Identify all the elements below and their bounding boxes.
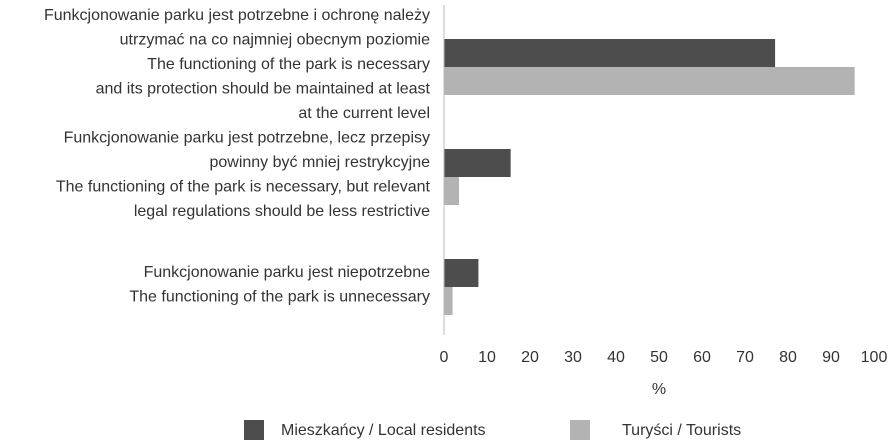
x-tick-label: 60 bbox=[693, 349, 711, 366]
bar bbox=[444, 39, 776, 67]
bar bbox=[444, 259, 479, 287]
category-label: Funkcjonowanie parku jest niepotrzebne bbox=[144, 264, 431, 281]
x-axis-label: % bbox=[652, 381, 666, 398]
category-label: The functioning of the park is necessary… bbox=[56, 178, 431, 195]
bar bbox=[444, 67, 855, 95]
category-label: The functioning of the park is necessary bbox=[147, 56, 430, 73]
bar bbox=[444, 177, 460, 205]
x-tick-label: 70 bbox=[736, 349, 754, 366]
category-label: powinny być mniej restrykcyjne bbox=[209, 154, 430, 171]
category-label: and its protection should be maintained … bbox=[96, 81, 431, 98]
x-tick-label: 90 bbox=[822, 349, 840, 366]
category-label: The functioning of the park is unnecessa… bbox=[129, 288, 430, 305]
category-label: utrzymać na co najmniej obecnym poziomie bbox=[120, 32, 430, 49]
legend-swatch bbox=[244, 420, 264, 440]
x-tick-label: 20 bbox=[521, 349, 539, 366]
legend-label: Mieszkańcy / Local residents bbox=[281, 422, 486, 439]
x-tick-label: 50 bbox=[650, 349, 668, 366]
legend-label: Turyści / Tourists bbox=[622, 422, 741, 439]
legend-swatch bbox=[570, 420, 590, 440]
category-label: legal regulations should be less restric… bbox=[134, 203, 430, 220]
x-tick-label: 0 bbox=[440, 349, 449, 366]
x-tick-label: 10 bbox=[478, 349, 496, 366]
category-label: at the current level bbox=[298, 105, 430, 122]
x-tick-label: 30 bbox=[564, 349, 582, 366]
x-tick-label: 100 bbox=[861, 349, 888, 366]
category-label: Funkcjonowanie parku jest potrzebne, lec… bbox=[64, 129, 430, 146]
x-tick-label: 80 bbox=[779, 349, 797, 366]
bar bbox=[444, 149, 511, 177]
x-tick-label: 40 bbox=[607, 349, 625, 366]
bar bbox=[444, 287, 453, 315]
category-label: Funkcjonowanie parku jest potrzebne i oc… bbox=[44, 7, 430, 24]
